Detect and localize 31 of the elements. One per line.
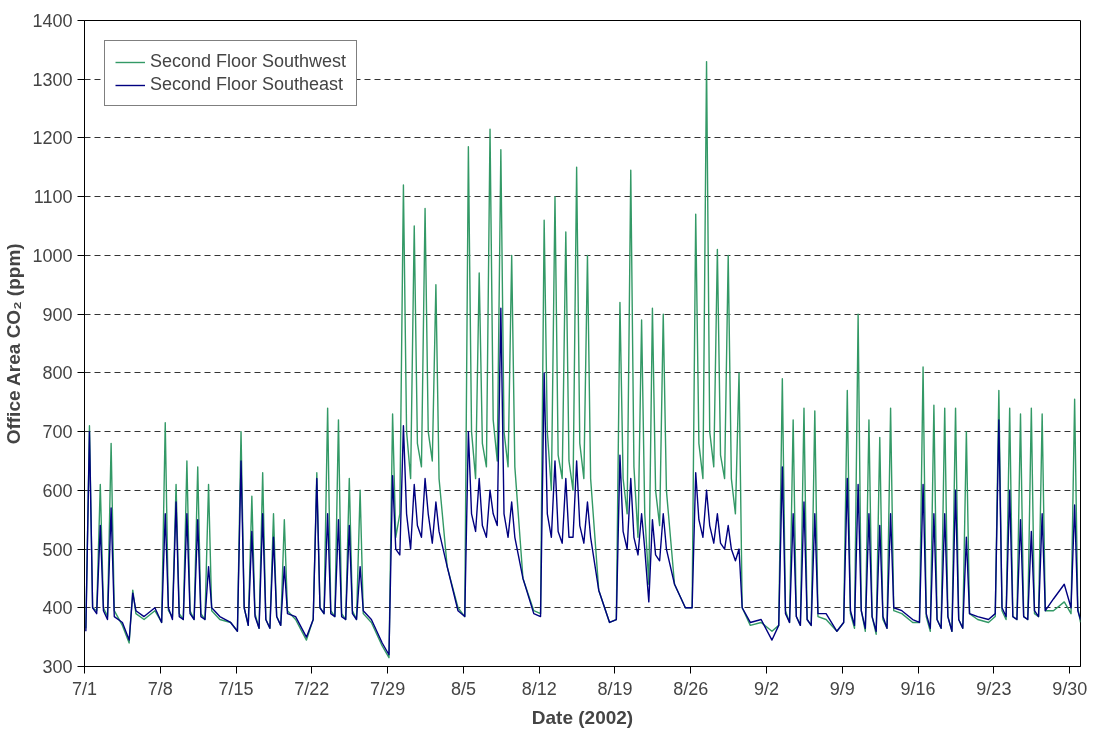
x-axis-title: Date (2002): [531, 706, 634, 728]
x-tick-label: 8/19: [597, 678, 633, 699]
y-tick-label: 1400: [32, 11, 73, 31]
x-tick-label: 7/22: [294, 678, 330, 699]
x-tick-label: 7/8: [147, 678, 173, 699]
y-tick-label: 1200: [32, 128, 73, 149]
y-tick-label: 300: [42, 657, 73, 677]
x-tick-label: 8/26: [673, 678, 709, 699]
x-tick-label: 8/5: [450, 678, 476, 699]
y-tick-label: 1100: [33, 187, 73, 208]
x-tick-label: 9/23: [976, 678, 1012, 699]
y-tick-label: 700: [42, 422, 73, 443]
y-tick-label: 500: [42, 539, 73, 560]
legend-label: Second Floor Southeast: [150, 74, 344, 95]
x-tick-label: 8/12: [521, 678, 557, 699]
y-tick-label: 600: [42, 480, 73, 501]
x-tick-label: 9/9: [829, 678, 855, 699]
x-tick-label: 9/16: [900, 678, 936, 699]
x-tick-label: 7/1: [71, 678, 98, 699]
y-axis-title: Office Area CO₂ (ppm): [3, 243, 25, 445]
y-tick-label: 900: [42, 304, 73, 325]
x-tick-label: 9/2: [754, 678, 780, 699]
x-tick-label: 7/29: [370, 678, 406, 699]
y-tick-label: 400: [42, 598, 73, 619]
x-tick-label: 7/15: [218, 678, 254, 699]
y-tick-label: 1300: [32, 69, 73, 90]
y-tick-label: 800: [42, 363, 73, 384]
legend-label: Second Floor Southwest: [150, 51, 347, 72]
y-tick-label: 1000: [32, 245, 73, 266]
line-series: [85, 307, 1081, 656]
x-tick-label: 9/30: [1052, 678, 1088, 699]
